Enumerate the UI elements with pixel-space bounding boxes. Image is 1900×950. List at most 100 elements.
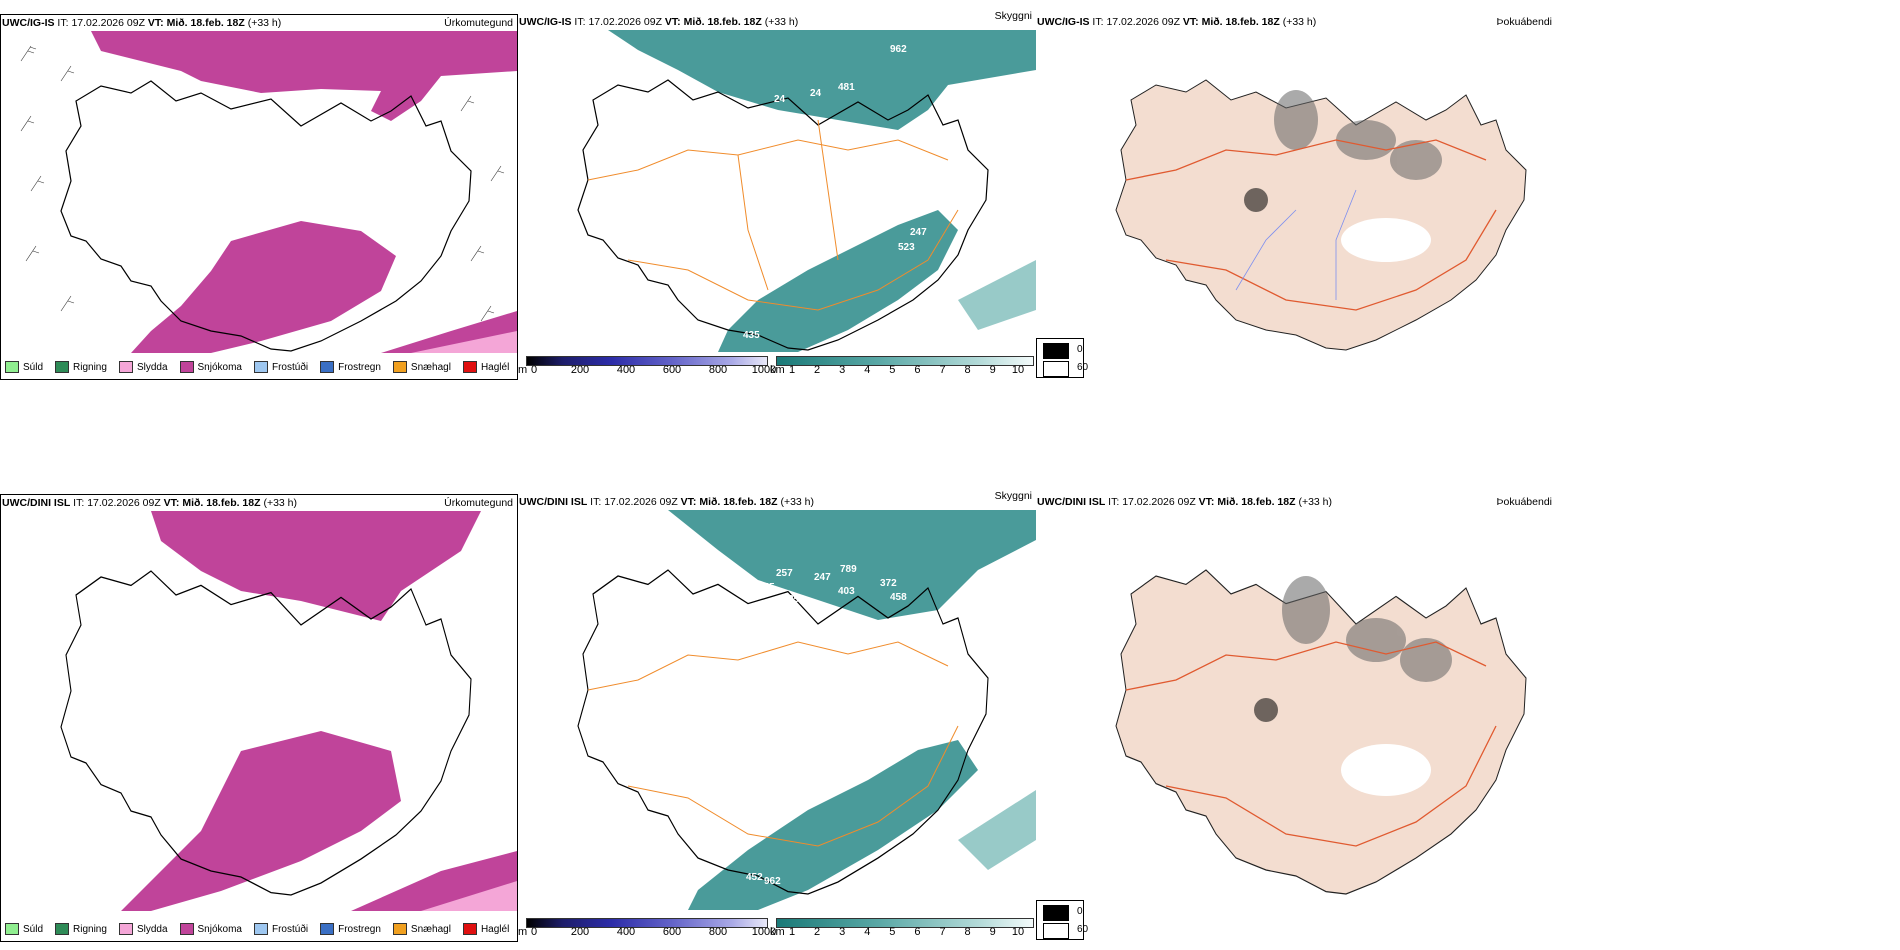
tick-label: 3 <box>839 926 846 938</box>
fog-patches <box>1244 90 1442 212</box>
sleet-area <box>421 881 517 911</box>
panel-header: UWC/IG-IS IT: 17.02.2026 09Z VT: Mið. 18… <box>1036 14 1556 30</box>
panel-type-title: Skyggni <box>994 490 1032 502</box>
tick-label: 3 <box>839 364 846 376</box>
vt-value: Mið. 18.feb. 18Z <box>699 496 778 508</box>
tick-label: 6 <box>914 364 921 376</box>
tick-label: 8 <box>964 926 971 938</box>
visibility-panel-row2: UWC/DINI ISL IT: 17.02.2026 09Z VT: Mið.… <box>518 490 1036 942</box>
map-label: 149 <box>774 212 791 223</box>
height-unit: m <box>518 364 528 376</box>
tick-label: 800 <box>708 364 728 376</box>
panel-type-title: Þokuábendi <box>1496 496 1552 508</box>
map-label: 452 <box>746 872 763 883</box>
tick-label: 9 <box>989 364 996 376</box>
map-label: 284 <box>858 732 875 743</box>
fog-key-black <box>1043 905 1069 921</box>
it-label: IT: <box>1092 16 1104 28</box>
map-label: 962 <box>890 44 907 55</box>
legend-item: Snæhagl <box>392 361 451 373</box>
legend-item: Rigning <box>55 361 107 373</box>
visibility-map: 345 257 247 789 403 372 458 352 174 194 … <box>577 510 1036 910</box>
tick-label: 9 <box>989 926 996 938</box>
low-vis-north <box>668 510 1036 620</box>
map-label: 24 <box>774 94 786 105</box>
map-label: 247 <box>910 227 927 238</box>
panel-type-title: Skyggni <box>994 10 1032 22</box>
fog-roads <box>1125 641 1497 847</box>
low-vis-north <box>608 30 1036 130</box>
height-ticks: 0 200 400 600 800 1000 <box>530 364 776 378</box>
visibility-unit: km <box>770 364 785 376</box>
lead-time: (+33 h) <box>263 497 298 509</box>
fog-panel-row1: UWC/IG-IS IT: 17.02.2026 09Z VT: Mið. 18… <box>1036 14 1556 380</box>
panel-header: UWC/IG-IS IT: 17.02.2026 09Z VT: Mið. 18… <box>518 14 1036 30</box>
lead-time: (+33 h) <box>247 17 282 29</box>
precip-legend: Súld Rigning Slydda Snjókoma Frostúði Fr… <box>5 361 509 373</box>
panel-type-title: Þokuábendi <box>1496 16 1552 28</box>
map-label: 345 <box>758 582 775 593</box>
map-label: 295 <box>910 734 927 745</box>
cloud-base-labels: 345 257 247 789 403 372 458 352 174 194 … <box>746 564 927 887</box>
map-label: 257 <box>776 568 793 579</box>
map-label: 435 <box>743 330 760 341</box>
vt-label: VT: <box>680 496 697 508</box>
visibility-colorbar <box>776 356 1034 366</box>
vt-label: VT: <box>163 497 180 509</box>
map-label: 174 <box>770 604 787 615</box>
fog-key-black <box>1043 343 1069 359</box>
map-label: 523 <box>898 242 915 253</box>
legend-item: Slydda <box>118 923 168 935</box>
fog-map <box>1115 569 1527 895</box>
it-value: 17.02.2026 09Z <box>1106 16 1180 28</box>
legend-item: Frostregn <box>320 923 381 935</box>
tick-label: 200 <box>570 364 590 376</box>
model-name: UWC/DINI ISL <box>1037 496 1106 508</box>
map-label: 247 <box>814 572 831 583</box>
low-vis-south <box>688 740 978 910</box>
vt-label: VT: <box>147 17 164 29</box>
cloud-base-labels: 962 24 24 481 149 523 435 247 <box>743 44 927 341</box>
visibility-map: 962 24 24 481 149 523 435 247 <box>577 30 1036 352</box>
vt-value: Mið. 18.feb. 18Z <box>166 17 245 29</box>
map-label: 24 <box>810 88 822 99</box>
vt-label: VT: <box>1198 496 1215 508</box>
tick-label: 0 <box>530 364 538 376</box>
fog-map <box>1115 79 1527 351</box>
visibility-unit: km <box>770 926 785 938</box>
tick-label: 4 <box>864 926 871 938</box>
wind-barbs <box>20 45 505 322</box>
it-label: IT: <box>57 17 69 29</box>
fog-key-white <box>1043 923 1069 939</box>
precip-map <box>60 511 517 911</box>
tick-label: 1 <box>788 364 796 376</box>
snow-area-north <box>91 31 517 121</box>
tick-label: 10 <box>1011 926 1025 938</box>
panel-type-title: Úrkomutegund <box>444 17 513 29</box>
legend-item: Haglél <box>462 923 509 935</box>
vt-value: Mið. 18.feb. 18Z <box>683 16 762 28</box>
map-label: 789 <box>840 564 857 575</box>
tick-label: 8 <box>964 364 971 376</box>
it-value: 17.02.2026 09Z <box>588 16 662 28</box>
height-ticks: 0 200 400 600 800 1000 <box>531 926 776 940</box>
tick-label: 200 <box>570 926 590 938</box>
tick-label: 1000 <box>751 926 777 938</box>
vt-value: Mið. 18.feb. 18Z <box>1217 496 1296 508</box>
vt-label: VT: <box>1182 16 1199 28</box>
map-label: 372 <box>880 578 897 589</box>
legend-item: Frostregn <box>320 361 381 373</box>
tick-label: 7 <box>939 364 946 376</box>
tick-label: 2 <box>814 364 821 376</box>
lead-time: (+33 h) <box>764 16 799 28</box>
tick-label: 800 <box>708 926 728 938</box>
precip-map <box>20 31 517 353</box>
snow-area-south <box>121 731 401 911</box>
it-label: IT: <box>574 16 586 28</box>
tick-label: 10 <box>1011 364 1025 376</box>
fog-panel-row2: UWC/DINI ISL IT: 17.02.2026 09Z VT: Mið.… <box>1036 494 1556 942</box>
fog-roads <box>1125 139 1497 311</box>
it-value: 17.02.2026 09Z <box>1122 496 1196 508</box>
vt-value: Mið. 18.feb. 18Z <box>1201 16 1280 28</box>
tick-label: 600 <box>662 364 682 376</box>
